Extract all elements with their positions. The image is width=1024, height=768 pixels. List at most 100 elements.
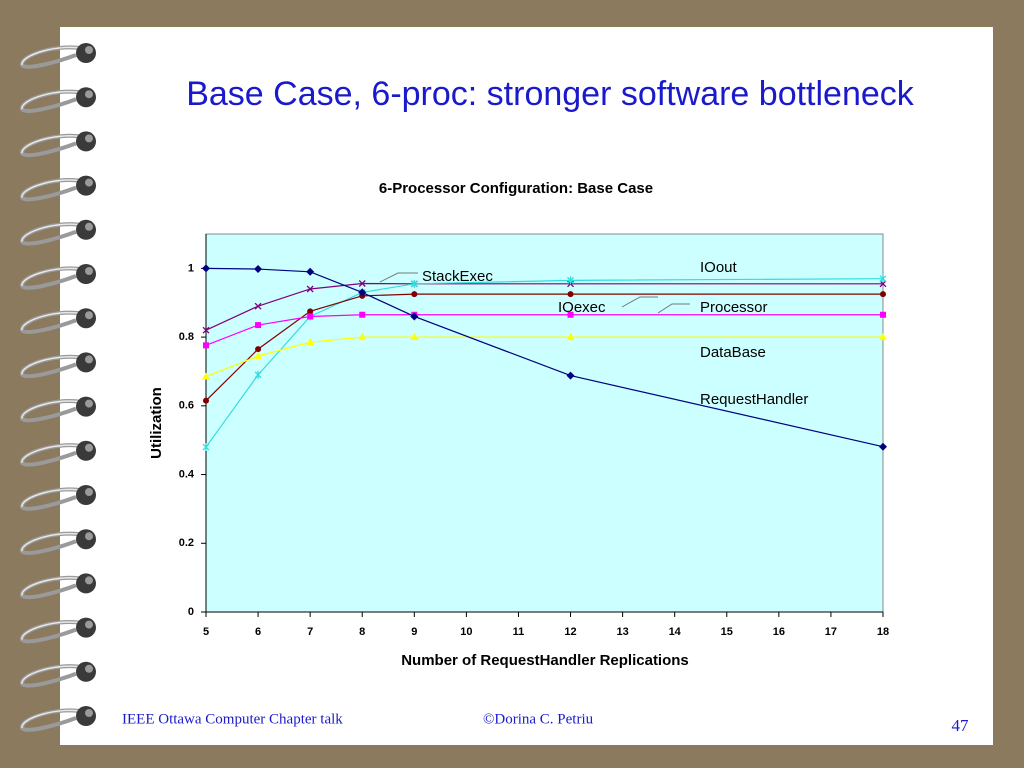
- ring-hole: [76, 87, 96, 108]
- marker: [410, 312, 419, 321]
- ring-hole-shine: [85, 46, 93, 54]
- ring-wire-shade: [21, 709, 85, 729]
- ring-wire-shade: [21, 90, 85, 110]
- ring-hole-shine: [85, 576, 93, 585]
- y-tick-label: 1: [188, 262, 194, 274]
- marker: [203, 397, 209, 404]
- ring-wire-shade: [21, 267, 85, 287]
- ring-hole-shine: [85, 488, 93, 496]
- ring-hole-shine: [85, 311, 93, 320]
- ring-wire-shade: [21, 311, 85, 331]
- ring-hole: [76, 661, 96, 682]
- spiral-binding: [20, 43, 96, 732]
- ring-hole: [76, 175, 96, 196]
- x-tick-label: 11: [513, 626, 525, 638]
- leader-lines: [379, 272, 690, 314]
- marker: [254, 302, 262, 310]
- y-tick-label: 0.6: [179, 400, 194, 412]
- ring-hole: [76, 308, 96, 329]
- x-tick-label: 5: [203, 626, 209, 638]
- x-tick-label: 12: [564, 626, 576, 638]
- x-tick-label: 18: [877, 626, 889, 638]
- marker: [202, 372, 210, 380]
- marker: [879, 442, 887, 451]
- page-number: 47: [952, 716, 970, 735]
- marker: [880, 311, 886, 318]
- ring-hole: [76, 440, 96, 461]
- marker: [880, 291, 886, 298]
- ring-wire-shade: [21, 665, 85, 684]
- slide-title: Base Case, 6-proc: stronger software bot…: [186, 75, 915, 113]
- ring-hole-shine: [85, 709, 93, 717]
- series-label: Processor: [700, 299, 768, 316]
- ring-wire-shade: [21, 621, 85, 640]
- series-label: DataBase: [700, 344, 766, 361]
- marker: [879, 274, 887, 283]
- marker: [307, 308, 314, 315]
- series-label: IOout: [700, 259, 738, 276]
- leader-line: [379, 272, 418, 283]
- marker: [306, 267, 315, 276]
- marker: [255, 346, 262, 353]
- ring-wire-shade: [21, 577, 85, 596]
- series-label: IOexec: [558, 299, 606, 316]
- y-tick-label: 0.8: [179, 331, 194, 343]
- ring-hole-shine: [85, 267, 93, 275]
- x-tick-label: 9: [411, 626, 417, 638]
- ring-wire-shade: [21, 400, 85, 419]
- ring-hole-shine: [85, 399, 93, 408]
- marker: [567, 276, 574, 285]
- plot-area: [205, 233, 884, 613]
- y-tick-label: 0: [188, 606, 194, 618]
- marker: [410, 279, 418, 288]
- marker: [411, 291, 418, 298]
- ring-wire-shade: [21, 444, 85, 463]
- marker: [359, 311, 366, 318]
- x-tick-label: 14: [669, 626, 682, 638]
- ring-wire-shade: [21, 46, 85, 66]
- ring-hole: [76, 706, 96, 726]
- x-axis-label: Number of RequestHandler Replications: [401, 652, 689, 669]
- marker: [254, 370, 262, 379]
- marker: [202, 443, 210, 452]
- series-label: RequestHandler: [700, 391, 808, 408]
- marker: [306, 285, 314, 293]
- ring-hole-shine: [85, 222, 93, 231]
- ring-wire-shade: [21, 179, 85, 198]
- ring-hole: [76, 396, 96, 417]
- x-tick-label: 7: [307, 626, 313, 638]
- ring-wire-shade: [21, 223, 85, 242]
- leader-line: [621, 296, 658, 308]
- ring-hole: [76, 485, 96, 505]
- ring-hole: [76, 219, 96, 240]
- ring-hole-shine: [85, 355, 93, 364]
- ring-wire-shade: [21, 532, 85, 552]
- x-tick-label: 16: [773, 626, 785, 638]
- marker: [358, 333, 367, 341]
- marker: [566, 371, 575, 380]
- ring-wire-shade: [21, 488, 85, 508]
- chart-title: 6-Processor Configuration: Base Case: [379, 180, 653, 197]
- marker: [879, 280, 887, 288]
- ring-hole: [76, 131, 96, 152]
- ring-hole-shine: [85, 178, 93, 187]
- ring-hole-shine: [85, 134, 93, 143]
- x-tick-label: 17: [825, 626, 837, 638]
- x-tick-label: 15: [721, 626, 733, 638]
- ring-hole: [76, 352, 96, 373]
- marker: [358, 280, 366, 287]
- marker: [879, 333, 887, 341]
- ring-hole-shine: [85, 620, 93, 629]
- footer-left: IEEE Ottawa Computer Chapter talk: [122, 711, 343, 727]
- marker: [307, 313, 314, 320]
- marker: [358, 288, 367, 297]
- ring-hole-shine: [85, 532, 93, 541]
- marker: [566, 333, 575, 341]
- marker: [255, 322, 262, 329]
- marker: [306, 338, 315, 346]
- ring-hole: [76, 573, 96, 594]
- x-tick-label: 13: [616, 626, 628, 638]
- x-tick-label: 6: [255, 626, 261, 638]
